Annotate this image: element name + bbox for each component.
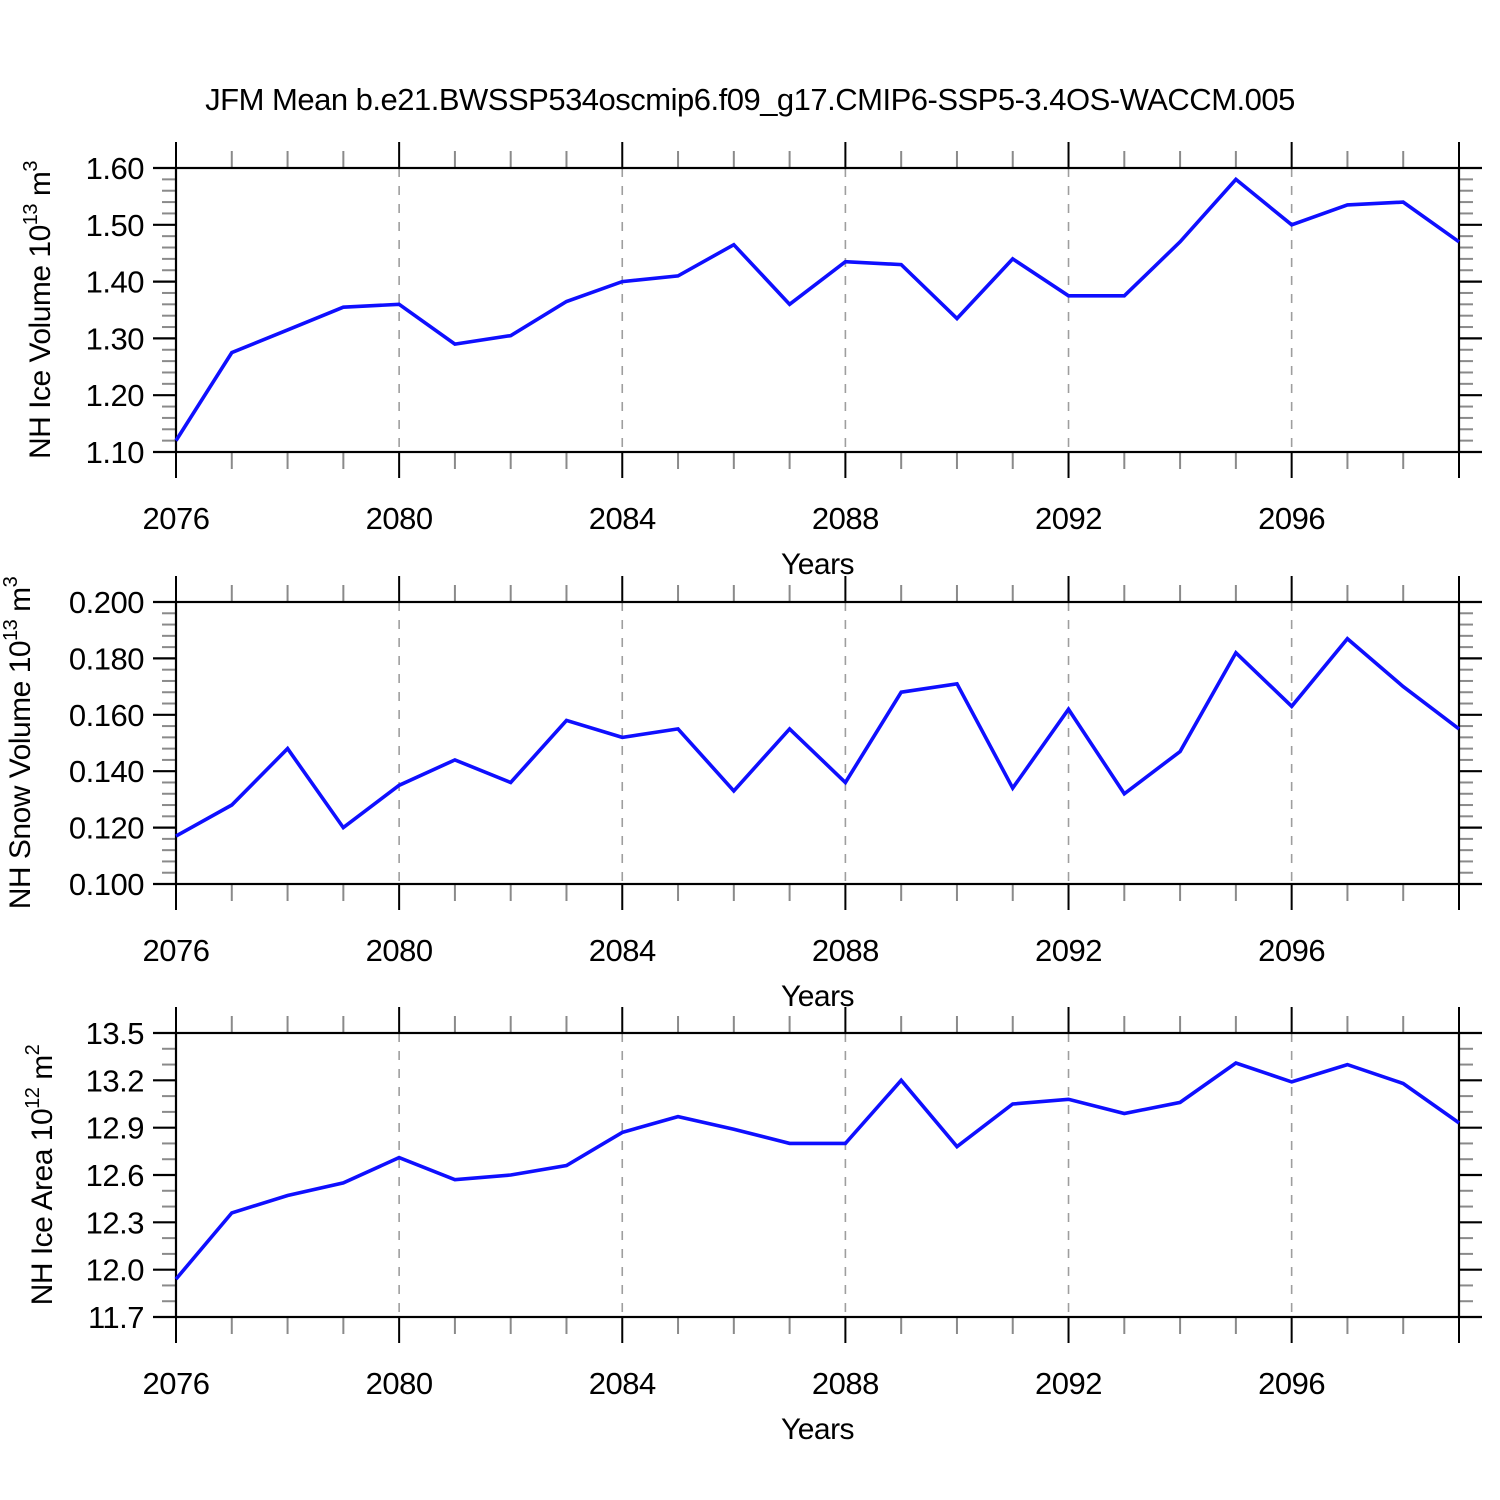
x-axis-title: Years: [781, 548, 854, 581]
x-tick-label: 2076: [143, 501, 210, 536]
y-tick-label: 0.140: [69, 754, 144, 789]
x-tick-label: 2084: [589, 1366, 656, 1401]
x-tick-label: 2088: [812, 501, 879, 536]
figure-title: JFM Mean b.e21.BWSSP534oscmip6.f09_g17.C…: [205, 82, 1295, 117]
y-tick-label: 1.50: [86, 208, 145, 243]
axis-box: [174, 1031, 1461, 1319]
y-tick-label: 1.40: [86, 265, 145, 300]
x-tick-label: 2096: [1258, 1366, 1325, 1401]
axis-box: [174, 600, 1461, 886]
x-tick-label: 2092: [1035, 933, 1102, 968]
x-tick-label: 2088: [812, 933, 879, 968]
x-tick-label: 2096: [1258, 501, 1325, 536]
y-tick-label: 12.3: [86, 1205, 144, 1240]
y-tick-label: 0.100: [69, 867, 144, 902]
y-axis-title: NH Ice Area 1012 m2: [22, 1044, 59, 1305]
y-axis-title: NH Ice Volume 1013 m3: [20, 161, 57, 459]
x-tick-label: 2088: [812, 1366, 879, 1401]
y-tick-label: 12.0: [86, 1253, 145, 1288]
x-tick-label: 2076: [143, 933, 210, 968]
x-tick-label: 2080: [366, 933, 433, 968]
x-tick-label: 2080: [366, 1366, 433, 1401]
x-tick-label: 2084: [589, 501, 656, 536]
y-tick-label: 13.5: [86, 1016, 144, 1051]
x-axis-title: Years: [781, 1413, 854, 1446]
y-tick-label: 0.160: [69, 698, 144, 733]
y-tick-label: 12.6: [86, 1158, 144, 1193]
chart-nh-ice-volume: 1.10 1.20 1.30 1.40 1.50 1.60 2076 2080 2084 2088…: [20, 142, 1482, 581]
y-tick-label: 11.7: [88, 1300, 144, 1335]
chart-nh-ice-area: 11.7 12.0 12.3 12.6 12.9 13.2 13.5 2076 2080 2084…: [22, 1007, 1482, 1446]
series-line-nh-snow-volume: [175, 636, 1461, 838]
y-tick-label: 1.10: [86, 435, 145, 470]
x-tick-label: 2076: [143, 1366, 210, 1401]
chart-nh-snow-volume: 0.100 0.120 0.140 0.160 0.180 0.200 2076 2080 20…: [0, 576, 1482, 1013]
y-tick-label: 12.9: [86, 1111, 144, 1146]
axis-box: [174, 166, 1461, 454]
series-line-nh-ice-volume: [174, 176, 1461, 442]
y-tick-label: 1.30: [86, 321, 145, 356]
x-tick-label: 2092: [1035, 501, 1102, 536]
y-axis-title: NH Snow Volume 1013 m3: [0, 576, 37, 909]
y-tick-label: 13.2: [86, 1063, 144, 1098]
x-axis-title: Years: [781, 980, 854, 1013]
x-tick-label: 2080: [366, 501, 433, 536]
y-tick-label: 0.120: [69, 811, 144, 846]
y-tick-label: 0.200: [69, 585, 144, 620]
series-line-nh-ice-area: [174, 1061, 1461, 1281]
y-tick-label: 0.180: [69, 641, 144, 676]
y-tick-label: 1.20: [86, 378, 145, 413]
x-tick-label: 2096: [1258, 933, 1325, 968]
y-tick-label: 1.60: [86, 151, 145, 186]
x-tick-label: 2092: [1035, 1366, 1102, 1401]
x-tick-label: 2084: [589, 933, 656, 968]
